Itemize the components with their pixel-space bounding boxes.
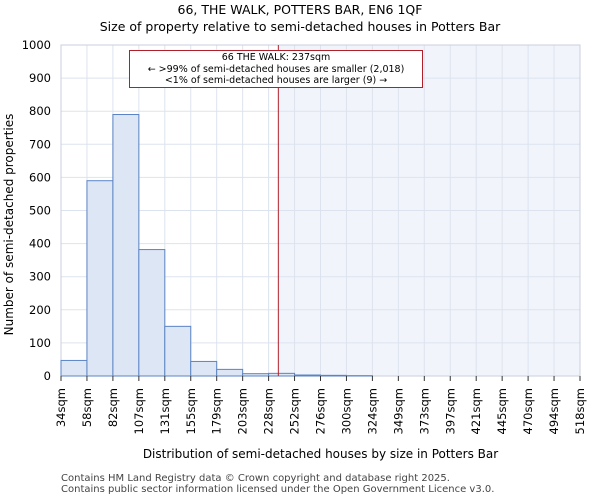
histogram-bar [242,373,270,377]
histogram-bar [268,372,296,377]
x-tick-label: 155sqm [184,388,198,434]
y-tick-label: 1000 [22,38,51,52]
x-tick-label: 203sqm [236,388,250,434]
histogram-bar [294,374,321,377]
y-tick-label: 300 [29,270,51,284]
histogram-bar [320,374,347,377]
histogram-bar [138,249,166,377]
y-axis-label: Number of semi-detached properties [2,114,16,336]
x-tick-label: 300sqm [339,388,353,434]
annotation-line-1: 66 THE WALK: 237sqm [221,52,331,63]
chart-subtitle: Size of property relative to semi-detach… [99,19,501,34]
chart-title: 66, THE WALK, POTTERS BAR, EN6 1QF [177,2,423,17]
histogram-bar [190,360,218,377]
x-tick-label: 179sqm [210,388,224,434]
histogram-bar [60,359,88,377]
x-axis-label: Distribution of semi-detached houses by … [143,447,498,461]
x-tick-label: 82sqm [106,388,120,427]
x-tick-label: 107sqm [132,388,146,434]
x-tick-label: 34sqm [54,388,68,427]
x-tick-label: 470sqm [521,388,535,434]
x-tick-label: 252sqm [288,388,302,434]
y-tick-label: 100 [29,336,51,350]
y-tick-label: 600 [29,170,51,184]
x-tick-label: 445sqm [495,388,509,434]
y-tick-label: 0 [44,369,51,383]
x-tick-label: 349sqm [391,388,405,434]
x-tick-label: 131sqm [158,388,172,434]
annotation-line-3: <1% of semi-detached houses are larger (… [164,75,388,86]
y-tick-label: 500 [29,204,51,218]
y-tick-label: 700 [29,137,51,151]
y-tick-label: 200 [29,303,51,317]
footer-licence: Contains public sector information licen… [61,484,495,495]
histogram-bar [216,368,244,377]
histogram-bar [164,325,192,377]
x-tick-label: 494sqm [547,388,561,434]
x-tick-label: 324sqm [365,388,379,434]
x-tick-label: 276sqm [314,388,328,434]
x-tick-label: 421sqm [469,388,483,434]
histogram-bar [112,114,140,377]
marker-annotation: 66 THE WALK: 237sqm ← >99% of semi-detac… [129,50,423,88]
annotation-line-2: ← >99% of semi-detached houses are small… [147,63,405,75]
footer-copyright: Contains HM Land Registry data © Crown c… [61,473,450,484]
x-tick-label: 373sqm [417,388,431,434]
x-tick-label: 518sqm [573,388,587,434]
y-tick-label: 400 [29,237,51,251]
x-tick-label: 397sqm [443,388,457,434]
x-tick-label: 228sqm [262,388,276,434]
x-tick-label: 58sqm [80,388,94,427]
y-tick-label: 900 [29,71,51,85]
histogram-bar [86,180,114,377]
y-tick-label: 800 [29,104,51,118]
